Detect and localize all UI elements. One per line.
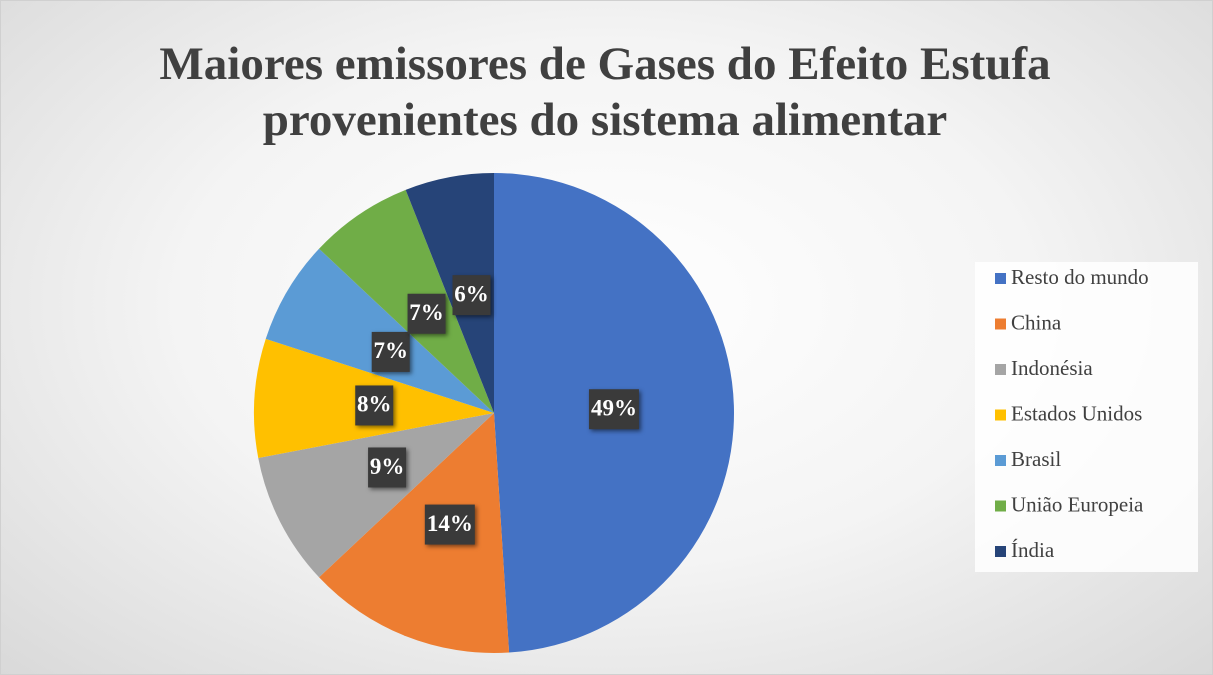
data-label: 7% (409, 300, 444, 325)
data-label-box (424, 504, 475, 545)
data-label-box (452, 275, 491, 316)
legend-label: União Europeia (1011, 492, 1144, 516)
data-label-box (371, 331, 410, 372)
data-label: 7% (373, 338, 408, 363)
legend-label: Índia (1011, 538, 1055, 562)
data-label-box (588, 389, 639, 430)
legend-swatch (995, 273, 1006, 284)
legend-swatch (995, 364, 1006, 375)
legend-swatch (995, 318, 1006, 330)
pie-slice (265, 248, 494, 413)
legend-label: China (1011, 310, 1062, 334)
data-label-box (355, 385, 394, 426)
legend-swatch (995, 500, 1006, 512)
legend-swatch (995, 546, 1006, 557)
pie-slice (319, 189, 494, 413)
pie-slice (258, 413, 494, 578)
legend-box (975, 262, 1198, 572)
data-label-box (368, 447, 407, 488)
data-label: 8% (357, 392, 392, 417)
legend-label: Brasil (1011, 447, 1061, 471)
legend-label: Resto do mundo (1011, 265, 1149, 289)
data-label: 49% (591, 396, 637, 421)
data-label: 9% (370, 454, 405, 479)
legend-swatch (995, 455, 1006, 466)
pie-slice (405, 173, 494, 413)
data-label: 14% (427, 511, 473, 536)
legend-label: Indonésia (1011, 356, 1093, 380)
pie-slice (319, 413, 510, 653)
legend-swatch (995, 409, 1006, 421)
legend-label: Estados Unidos (1011, 401, 1142, 425)
chart-title: Maiores emissores de Gases do Efeito Est… (159, 38, 1051, 146)
data-label-box (407, 293, 446, 334)
data-label: 6% (454, 281, 489, 306)
